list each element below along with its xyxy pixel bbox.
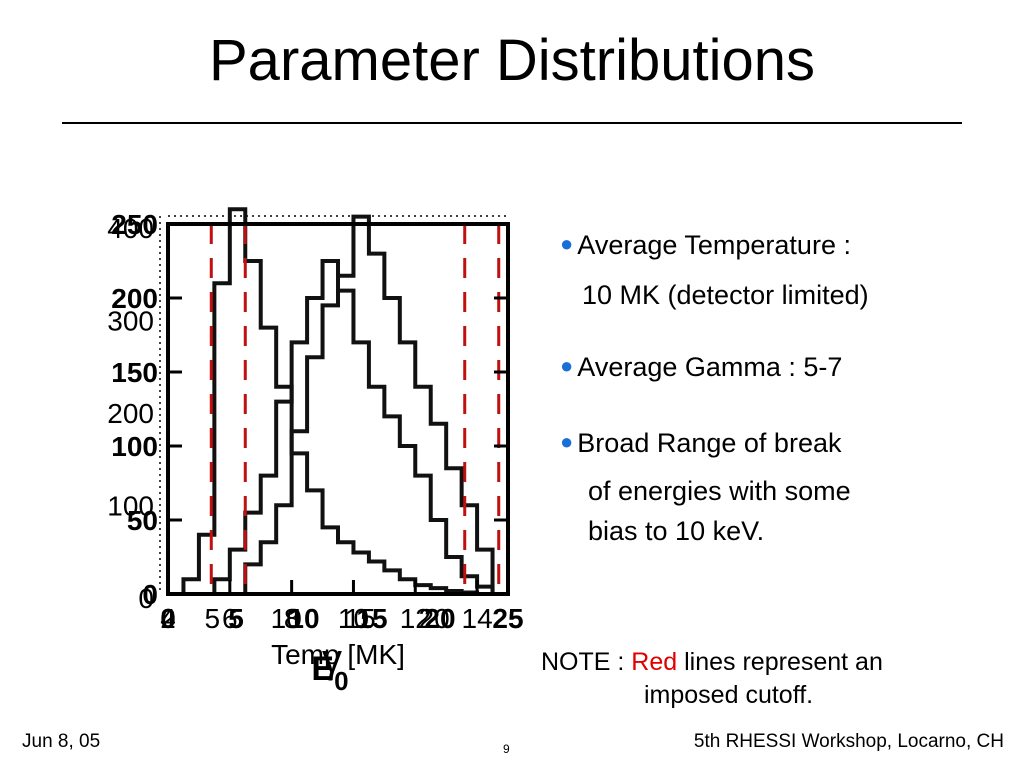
bullet-dot-icon: ● — [560, 429, 574, 454]
bullet-avg-temperature: ● Average Temperature : — [560, 230, 851, 260]
x-tick-label-gamma-4: 20 — [419, 603, 450, 634]
slide-title: Parameter Distributions — [209, 28, 815, 93]
x-tick-label-gamma-3: 15 — [345, 603, 376, 634]
x-tick-label-temp-2: 8 — [284, 603, 300, 634]
bullet-dot-icon: ● — [560, 231, 574, 256]
x-tick-label-gamma-5: 25 — [492, 603, 523, 634]
x-tick-label-temp-4: 12 — [400, 603, 431, 634]
y-tick-label-b-2: 200 — [107, 398, 154, 429]
x-tick-label-e0-0: 0 — [160, 603, 176, 634]
y-tick-label-a-1: 50 — [127, 505, 158, 536]
cutoff-note-cont: imposed cutoff. — [644, 681, 814, 709]
bullet-broad-range-cont2: bias to 10 keV. — [588, 516, 765, 546]
x-axis-label-temp: Temp [MK] — [271, 639, 405, 670]
x-axis-label-gamma: γ — [322, 637, 342, 681]
x-tick-label-e0-1: 5 — [228, 603, 244, 634]
y-tick-label-a-4: 200 — [111, 283, 158, 314]
y-tick-label-b-4: 400 — [107, 213, 154, 244]
x-tick-label-temp-5: 14 — [462, 603, 493, 634]
x-tick-label-e0-2: 10 — [288, 603, 319, 634]
x-axis-label-e0: E0 — [311, 650, 348, 696]
x-tick-label-gamma-1: 5 — [205, 603, 221, 634]
x-tick-label-temp-0: 4 — [160, 603, 176, 634]
cutoff-note: NOTE : Red lines represent an — [541, 648, 883, 676]
x-tick-label-e0-4: 20 — [424, 603, 455, 634]
footer-date: Jun 8, 05 — [22, 731, 101, 752]
bullet-avg-gamma: ● Average Gamma : 5-7 — [560, 352, 843, 382]
title-divider — [62, 122, 962, 124]
y-tick-label-a-3: 150 — [111, 357, 158, 388]
x-tick-label-e0-3: 15 — [356, 603, 387, 634]
y-tick-label-b-3: 300 — [107, 306, 154, 337]
histogram-series-2 — [168, 214, 508, 596]
bullet-broad-range-cont1: of energies with some — [588, 476, 851, 506]
y-tick-label-a-2: 100 — [111, 431, 158, 462]
y-tick-label-a-0: 0 — [142, 579, 158, 610]
histogram-series-0 — [168, 207, 508, 596]
y-tick-label-b-0: 0 — [138, 583, 154, 614]
x-tick-label-gamma-2: 10 — [271, 603, 302, 634]
x-tick-label-e0-5: 25 — [492, 603, 523, 634]
x-tick-label-gamma-0: 2 — [160, 603, 176, 634]
histogram-series-1 — [168, 259, 508, 596]
y-tick-label-b-1: 100 — [107, 491, 154, 522]
bullet-dot-icon: ● — [560, 353, 574, 378]
x-tick-label-temp-1: 6 — [222, 603, 238, 634]
note-red-word: Red — [631, 648, 678, 676]
x-tick-label-temp-3: 10 — [338, 603, 369, 634]
footer-page-number: 9 — [503, 742, 510, 756]
bullet-broad-range: ● Broad Range of break — [560, 428, 842, 458]
footer-event: 5th RHESSI Workshop, Locarno, CH — [693, 731, 1004, 752]
bullet-avg-temperature-cont: 10 MK (detector limited) — [582, 280, 869, 310]
plot-frame — [166, 222, 510, 596]
y-tick-label-a-5: 250 — [111, 209, 158, 240]
